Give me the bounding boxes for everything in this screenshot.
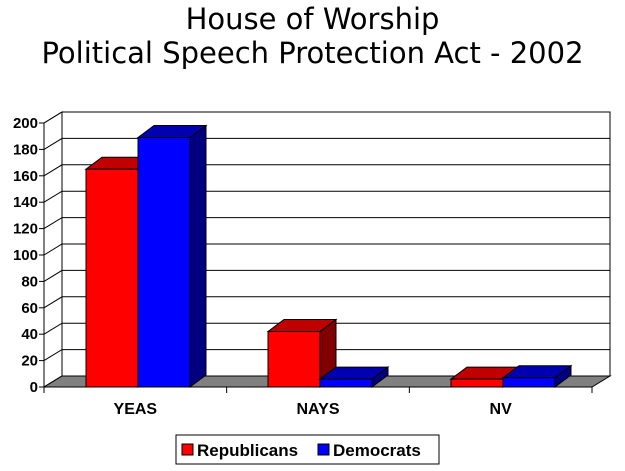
chart-title-line-1: House of Worship — [185, 2, 440, 36]
gridline — [43, 349, 610, 362]
gridline — [43, 269, 610, 282]
x-category-label: YEAS — [114, 401, 158, 418]
x-axis: YEAS NAYS NV — [43, 387, 593, 418]
legend-swatch-democrats — [317, 443, 330, 456]
chart-title-line-2: Political Speech Protection Act - 2002 — [41, 36, 584, 70]
gridline — [43, 190, 610, 203]
bar-front — [450, 378, 504, 388]
x-category-label: NAYS — [297, 401, 340, 418]
legend-label-democrats: Democrats — [333, 441, 421, 460]
y-tick-label: 60 — [21, 300, 38, 317]
y-tick-label: 40 — [21, 326, 38, 343]
y-tick-label: 120 — [13, 221, 38, 238]
gridline — [43, 296, 610, 309]
legend-box — [175, 434, 440, 465]
y-axis: 0 20 40 60 80 100 120 140 160 180 200 — [13, 115, 45, 396]
legend-label-republicans: Republicans — [197, 441, 298, 460]
y-tick-label: 20 — [21, 353, 38, 370]
bar-democrats-yeas — [136, 124, 208, 388]
y-tick-label: 100 — [13, 247, 38, 264]
bars — [84, 124, 573, 388]
y-tick-label: 140 — [13, 194, 38, 211]
bar-side — [189, 124, 207, 388]
gridline — [43, 164, 610, 177]
legend-swatch-republicans — [181, 443, 194, 456]
x-category-label: NV — [490, 401, 513, 418]
gridline — [43, 322, 610, 335]
y-tick-label: 160 — [13, 168, 38, 185]
bar-front — [267, 331, 321, 388]
bar-front — [502, 377, 556, 388]
chart-title: House of Worship Political Speech Protec… — [0, 2, 625, 70]
gridline — [43, 217, 610, 230]
y-tick-label: 200 — [13, 115, 38, 132]
gridline — [43, 111, 610, 124]
bar-front — [319, 378, 373, 388]
bar-democrats-nv — [501, 364, 573, 388]
bar-front — [137, 137, 191, 388]
legend: Republicans Democrats — [175, 434, 440, 465]
y-tick-label: 180 — [13, 141, 38, 158]
bar-front — [85, 168, 139, 388]
y-tick-label: 80 — [21, 273, 38, 290]
bar-democrats-nays — [318, 366, 390, 388]
y-tick-label: 0 — [30, 379, 38, 396]
gridline — [43, 243, 610, 256]
gridline — [43, 137, 610, 150]
